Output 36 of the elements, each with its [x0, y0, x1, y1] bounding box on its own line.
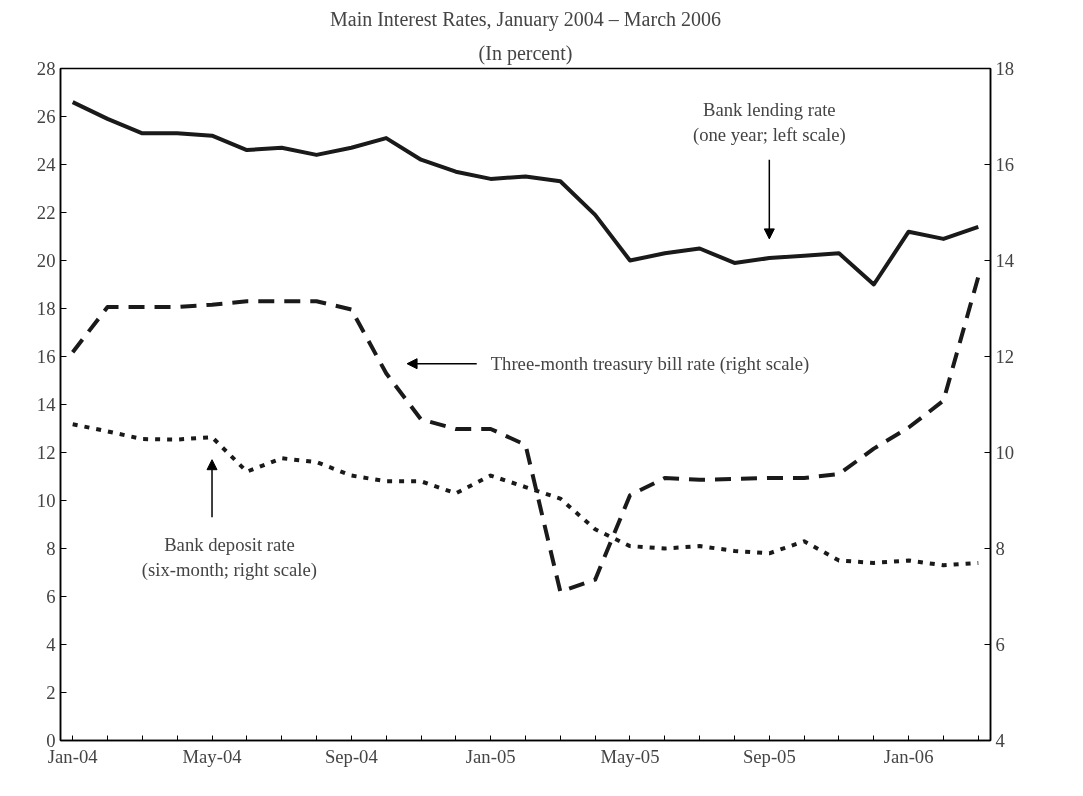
y-tick-label: 18 [36, 298, 56, 319]
y2-tick-label: 18 [995, 58, 1015, 79]
x-tick-label: May-05 [600, 745, 660, 767]
y2-tick-label: 16 [995, 154, 1015, 175]
annotation: Three-month treasury bill rate (right scale) [490, 353, 810, 376]
y-tick-label: 4 [46, 634, 57, 655]
y-tick-label: 16 [36, 346, 56, 367]
y-tick-label: 24 [36, 154, 57, 175]
x-tick-label: May-04 [182, 745, 243, 767]
y-tick-label: 8 [46, 538, 56, 559]
y-tick-label: 0 [46, 730, 56, 751]
chart-title: Main Interest Rates, January 2004 – March 2006 [329, 7, 722, 31]
y-tick-label: 20 [36, 250, 56, 271]
x-tick-label: Jan-06 [883, 745, 934, 767]
x-tick-label: Sep-04 [324, 745, 379, 767]
chart-subtitle: (In percent) [478, 41, 573, 65]
y2-tick-label: 10 [995, 442, 1015, 463]
y-tick-label: 22 [36, 202, 56, 223]
y-tick-label: 28 [36, 58, 56, 79]
x-tick-label: Sep-05 [742, 745, 796, 767]
x-tick-label: Jan-05 [465, 745, 516, 767]
y-tick-label: 26 [36, 106, 56, 127]
y-tick-label: 2 [46, 682, 56, 703]
y-tick-label: 14 [36, 394, 57, 415]
annotation: Bank lending rate (one year; left scale) [692, 99, 846, 147]
line-series [70, 100, 981, 287]
y-tick-label: 12 [36, 442, 56, 463]
y2-tick-label: 6 [995, 634, 1005, 655]
annotation: Bank deposit rate (six-month; right scale) [141, 534, 317, 582]
y-tick-label: 10 [36, 490, 56, 511]
y2-tick-label: 8 [995, 538, 1005, 559]
y2-tick-label: 14 [995, 250, 1015, 271]
y-tick-label: 6 [46, 586, 56, 607]
y2-tick-label: 12 [995, 346, 1015, 367]
line-series [70, 274, 981, 594]
y2-tick-label: 4 [995, 730, 1006, 751]
